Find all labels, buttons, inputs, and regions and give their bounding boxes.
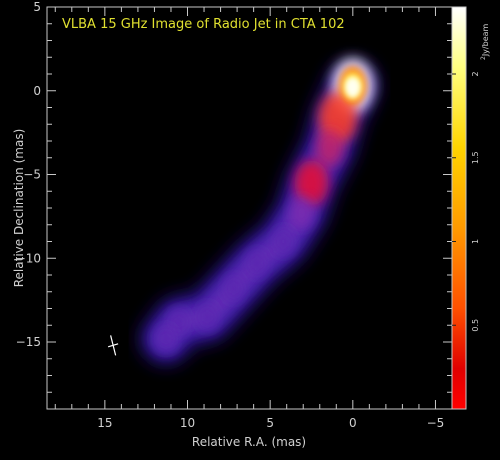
colorbar-tick-label: 0.5: [471, 319, 480, 332]
x-tick-label: −5: [427, 416, 445, 430]
y-tick-label: −15: [16, 335, 41, 349]
jet-component: [315, 129, 344, 167]
colorbar-scale: [452, 7, 466, 409]
colorbar-frame: [451, 6, 467, 410]
jet-component: [246, 249, 267, 277]
chart-title: VLBA 15 GHz Image of Radio Jet in CTA 10…: [62, 17, 345, 32]
y-tick-label: −5: [23, 168, 41, 182]
x-tick-label: 5: [266, 416, 274, 430]
colorbar: 0.5 1 1.5 2 2Jy/beam: [451, 6, 490, 410]
x-tick-label: 10: [180, 416, 195, 430]
jet-component: [273, 227, 294, 256]
colorbar-tick-label: 2: [471, 71, 480, 76]
y-tick-label: 0: [33, 84, 41, 98]
axis-ticks: 15 10 5 0 −5 5 0 −5 −10 −15: [16, 0, 452, 430]
jet-component: [197, 303, 218, 331]
jet-emission: [140, 58, 379, 365]
jet-component: [169, 308, 189, 335]
jet-core-peak: [345, 77, 360, 98]
colorbar-unit-label: 2Jy/beam: [480, 23, 490, 60]
beam-minor-axis: [107, 343, 119, 348]
colorbar-tick-label: 1.5: [471, 151, 480, 164]
x-tick-label: 15: [97, 416, 112, 430]
beam-marker: [107, 335, 119, 356]
y-axis-label: Relative Declination (mas): [12, 129, 26, 288]
jet-component: [289, 197, 314, 229]
colorbar-ticks: 0.5 1 1.5 2: [452, 71, 480, 332]
y-tick-label: 5: [33, 0, 41, 14]
x-axis-label: Relative R.A. (mas): [192, 435, 306, 449]
jet-component: [223, 275, 244, 302]
y-tick-label: −10: [16, 251, 41, 265]
colorbar-tick-label: 1: [471, 239, 480, 244]
jet-component: [294, 160, 329, 206]
x-tick-label: 0: [349, 416, 357, 430]
jet-component: [156, 325, 176, 352]
